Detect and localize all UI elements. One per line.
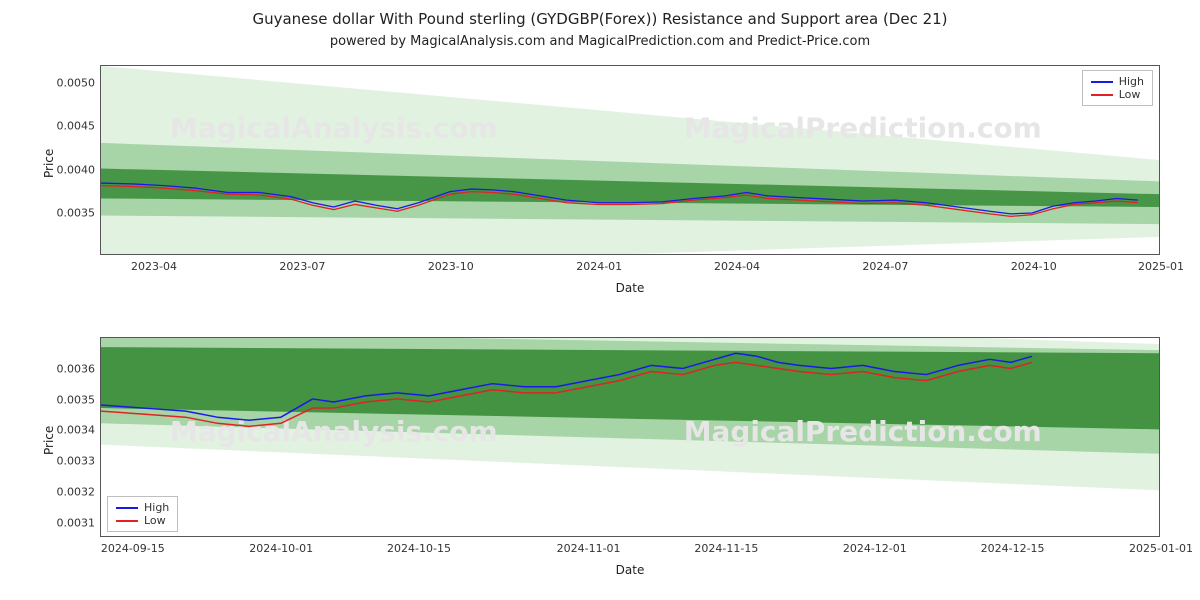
legend-label: High — [144, 501, 169, 514]
xtick-label: 2025-01 — [1138, 254, 1184, 273]
xtick-label: 2024-10-01 — [249, 536, 313, 555]
ytick-label: 0.0035 — [57, 206, 102, 219]
chart-bottom: MagicalAnalysis.com MagicalPrediction.com… — [100, 337, 1160, 537]
chart-top-xlabel: Date — [100, 281, 1160, 295]
legend-swatch — [1091, 94, 1113, 96]
ytick-label: 0.0035 — [57, 393, 102, 406]
legend-item: Low — [1091, 88, 1144, 101]
ytick-label: 0.0040 — [57, 163, 102, 176]
xtick-label: 2024-10-15 — [387, 536, 451, 555]
watermark-text: MagicalAnalysis.com — [170, 415, 498, 448]
xtick-label: 2024-11-15 — [694, 536, 758, 555]
watermark-text: MagicalPrediction.com — [684, 112, 1042, 145]
legend-item: Low — [116, 514, 169, 527]
ytick-label: 0.0034 — [57, 424, 102, 437]
chart-bottom-plot: MagicalAnalysis.com MagicalPrediction.com — [101, 338, 1159, 536]
xtick-label: 2024-11-01 — [557, 536, 621, 555]
xtick-label: 2024-04 — [714, 254, 760, 273]
xtick-label: 2024-09-15 — [101, 536, 165, 555]
legend-swatch — [1091, 81, 1113, 83]
legend-label: High — [1119, 75, 1144, 88]
xtick-label: 2024-12-15 — [981, 536, 1045, 555]
chart-subtitle: powered by MagicalAnalysis.com and Magic… — [0, 34, 1200, 49]
chart-top-plot: MagicalAnalysis.com MagicalPrediction.com — [101, 66, 1159, 254]
chart-top-ylabel: Price — [42, 149, 56, 178]
ytick-label: 0.0031 — [57, 516, 102, 529]
xtick-label: 2024-01 — [576, 254, 622, 273]
xtick-label: 2023-10 — [428, 254, 474, 273]
legend: HighLow — [107, 496, 178, 532]
chart-bottom-ylabel: Price — [42, 426, 56, 455]
chart-bottom-xlabel: Date — [100, 563, 1160, 577]
watermark-text: MagicalAnalysis.com — [170, 112, 498, 145]
legend-item: High — [116, 501, 169, 514]
watermark-text: MagicalPrediction.com — [684, 415, 1042, 448]
xtick-label: 2023-07 — [279, 254, 325, 273]
legend-swatch — [116, 520, 138, 522]
legend: HighLow — [1082, 70, 1153, 106]
ytick-label: 0.0045 — [57, 120, 102, 133]
ytick-label: 0.0032 — [57, 485, 102, 498]
xtick-label: 2023-04 — [131, 254, 177, 273]
legend-item: High — [1091, 75, 1144, 88]
xtick-label: 2025-01-01 — [1129, 536, 1193, 555]
xtick-label: 2024-12-01 — [843, 536, 907, 555]
ytick-label: 0.0050 — [57, 77, 102, 90]
ytick-label: 0.0036 — [57, 362, 102, 375]
ytick-label: 0.0033 — [57, 455, 102, 468]
legend-label: Low — [1119, 88, 1141, 101]
xtick-label: 2024-07 — [862, 254, 908, 273]
legend-label: Low — [144, 514, 166, 527]
chart-top: MagicalAnalysis.com MagicalPrediction.com… — [100, 65, 1160, 255]
xtick-label: 2024-10 — [1011, 254, 1057, 273]
legend-swatch — [116, 507, 138, 509]
chart-title: Guyanese dollar With Pound sterling (GYD… — [0, 10, 1200, 28]
